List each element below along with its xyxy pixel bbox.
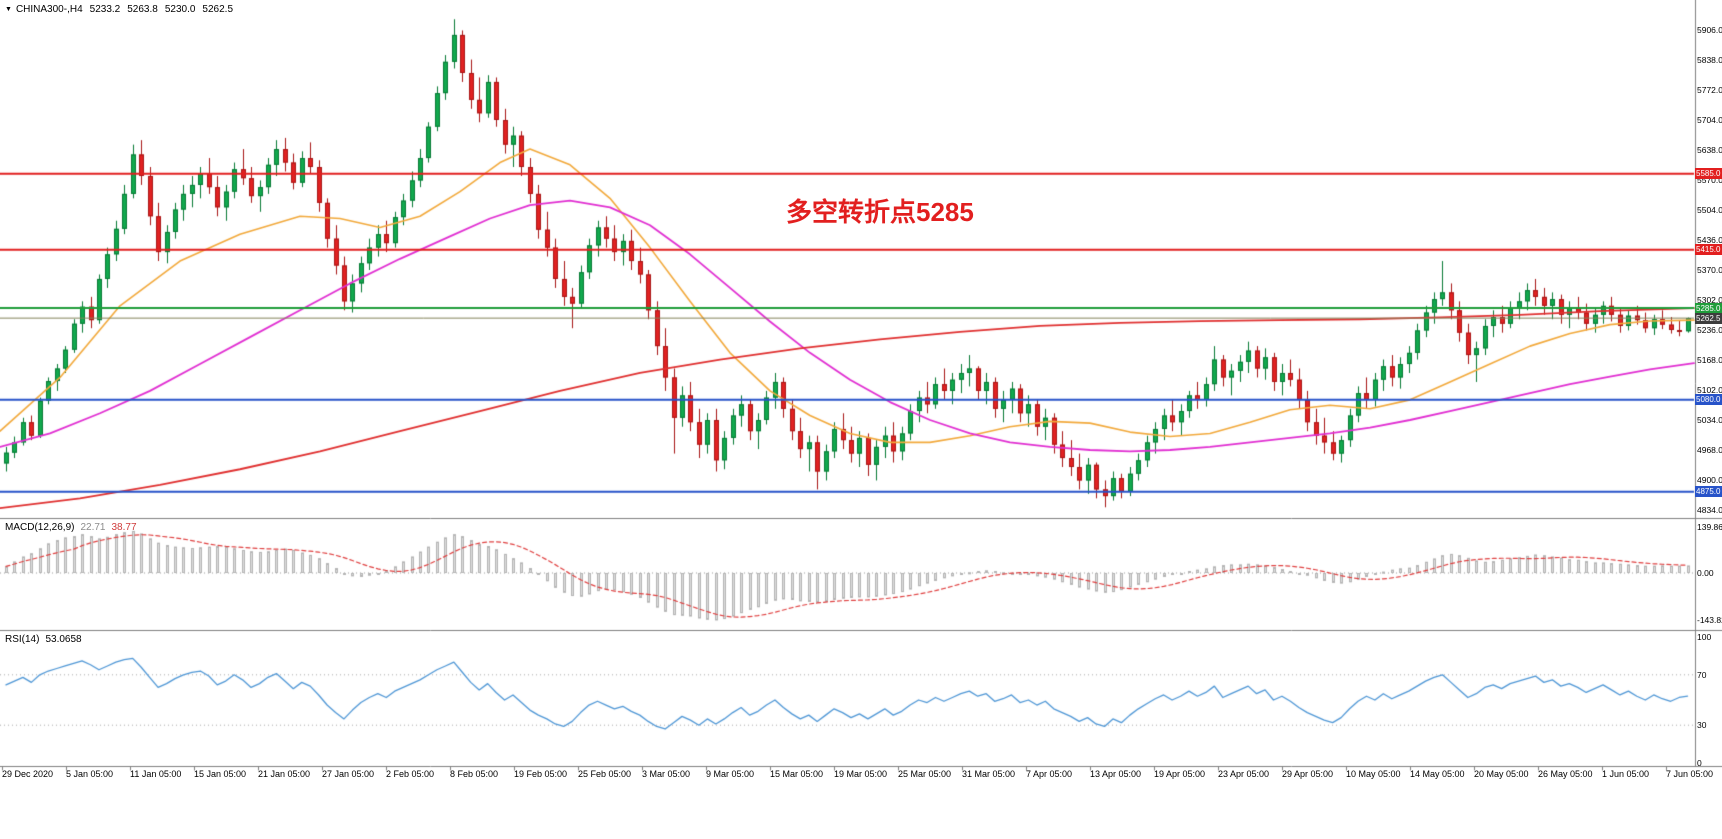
time-axis-label: 15 Jan 05:00 (194, 769, 247, 779)
time-axis-label: 25 Mar 05:00 (898, 769, 952, 779)
annotation-text: 多空转折点5285 (786, 197, 974, 227)
price-axis-tick: 5436.0 (1697, 235, 1722, 246)
price-level-badge: 4875.0 (1695, 486, 1722, 498)
time-axis-label: 3 Mar 05:00 (642, 769, 691, 779)
close-value: 5262.5 (202, 4, 234, 15)
macd-title: MACD(12,26,9) (5, 522, 75, 533)
macd-axis-tick: -143.82 (1697, 615, 1722, 626)
time-axis-label: 19 Mar 05:00 (834, 769, 888, 779)
time-axis-label: 20 May 05:00 (1474, 769, 1529, 779)
time-axis-label: 7 Jun 05:00 (1666, 769, 1714, 779)
price-level-badge: 5415.0 (1695, 244, 1722, 256)
macd-signal-value: 38.77 (111, 522, 137, 533)
time-axis-label: 26 May 05:00 (1538, 769, 1593, 779)
time-axis-label: 19 Apr 05:00 (1154, 769, 1206, 779)
symbol-info: ▼ CHINA300-,H4 5233.2 5263.8 5230.0 5262.5 (5, 4, 240, 15)
price-axis-tick: 4900.0 (1697, 475, 1722, 486)
time-axis-label: 10 May 05:00 (1346, 769, 1401, 779)
price-axis-tick: 5570.0 (1697, 175, 1722, 186)
time-axis-label: 31 Mar 05:00 (962, 769, 1016, 779)
price-axis-tick: 4968.0 (1697, 444, 1722, 455)
rsi-title: RSI(14) (5, 634, 40, 645)
collapse-triangle-icon[interactable]: ▼ (5, 6, 12, 13)
low-value: 5230.0 (164, 4, 196, 15)
rsi-axis-tick: 30 (1697, 720, 1707, 731)
rsi-axis-tick: 100 (1697, 632, 1712, 642)
time-axis-label: 1 Jun 05:00 (1602, 769, 1650, 779)
macd-indicator-label: MACD(12,26,9) 22.71 38.77 (5, 522, 143, 533)
open-value: 5233.2 (89, 4, 121, 15)
symbol-name: CHINA300-,H4 (15, 4, 83, 15)
time-axis-label: 29 Apr 05:00 (1282, 769, 1334, 779)
high-value: 5263.8 (127, 4, 158, 15)
price-level-badge: 5262.5 (1695, 312, 1722, 324)
time-axis-label: 14 May 05:00 (1410, 769, 1465, 779)
price-axis-tick: 5370.0 (1697, 264, 1722, 275)
price-level-badge: 5080.0 (1695, 394, 1722, 406)
macd-axis-tick: 139.86 (1697, 522, 1722, 532)
rsi-value: 53.0658 (45, 634, 82, 645)
price-axis-tick: 5704.0 (1697, 115, 1722, 126)
price-axis-tick: 5772.0 (1697, 84, 1722, 95)
price-axis-tick: 5034.0 (1697, 415, 1722, 426)
time-axis-label: 29 Dec 2020 (2, 769, 54, 779)
price-level-badge: 5585.0 (1695, 168, 1722, 180)
time-axis-label: 7 Apr 05:00 (1026, 769, 1073, 779)
macd-main-value: 22.71 (80, 522, 106, 533)
rsi-axis-tick: 0 (1697, 758, 1702, 768)
price-axis-tick: 5102.0 (1697, 384, 1722, 395)
price-axis-tick: 5236.0 (1697, 324, 1722, 335)
time-axis-label: 25 Feb 05:00 (578, 769, 632, 779)
time-axis-label: 2 Feb 05:00 (386, 769, 435, 779)
time-axis-label: 23 Apr 05:00 (1218, 769, 1270, 779)
time-axis-label: 8 Feb 05:00 (450, 769, 499, 779)
price-axis-tick: 5302.0 (1697, 295, 1722, 306)
price-axis-tick: 5504.0 (1697, 204, 1722, 215)
price-axis-tick: 5638.0 (1697, 144, 1722, 155)
time-axis-label: 19 Feb 05:00 (514, 769, 568, 779)
macd-axis-tick: 0.00 (1697, 568, 1714, 578)
time-axis-label: 13 Apr 05:00 (1090, 769, 1142, 779)
rsi-axis-tick: 70 (1697, 669, 1707, 680)
rsi-indicator-label: RSI(14) 53.0658 (5, 634, 88, 645)
time-axis-label: 11 Jan 05:00 (130, 769, 182, 779)
price-axis-tick: 5168.0 (1697, 355, 1722, 366)
price-level-badge: 5285.0 (1695, 302, 1722, 314)
time-axis-label: 15 Mar 05:00 (770, 769, 824, 779)
price-axis-tick: 5906.0 (1697, 25, 1722, 35)
price-axis-tick: 5838.0 (1697, 55, 1722, 66)
time-axis-label: 27 Jan 05:00 (322, 769, 375, 779)
time-axis-label: 9 Mar 05:00 (706, 769, 755, 779)
time-axis-label: 21 Jan 05:00 (258, 769, 311, 779)
price-axis-tick: 4834.0 (1697, 504, 1722, 515)
time-axis-label: 5 Jan 05:00 (66, 769, 114, 779)
